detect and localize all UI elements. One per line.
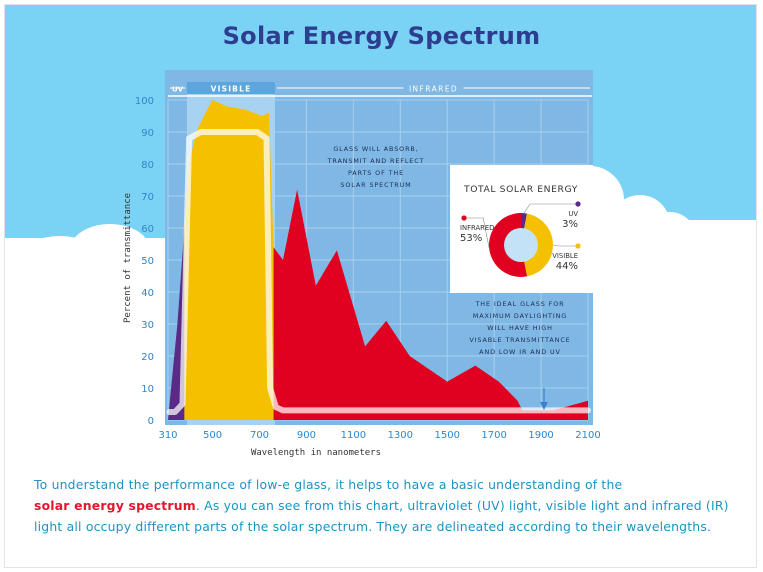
y-tick-6: 60 — [141, 224, 154, 235]
annotation-ideal-line-2: WILL HAVE HIGH — [487, 324, 553, 332]
y-axis-label: Percent of transmittance — [123, 193, 133, 323]
y-tick-10: 100 — [135, 96, 154, 107]
pie-dot-infrared — [461, 215, 467, 221]
x-tick-6: 1500 — [434, 430, 459, 441]
annotation-absorb-line-1: TRANSMIT AND REFLECT — [327, 157, 425, 165]
y-tick-1: 10 — [141, 384, 154, 395]
caption-text: To understand the performance of low-e g… — [34, 474, 749, 537]
band-label-uv: UV — [172, 86, 184, 94]
infrared-label-bg — [403, 83, 464, 93]
pie-value-uv: 3% — [562, 219, 578, 230]
pie-leader-infrared — [464, 217, 490, 249]
pie-leader-uv — [523, 203, 578, 214]
band-label-infrared: INFRARED — [409, 85, 458, 94]
y-tick-8: 80 — [141, 160, 154, 171]
x-tick-2: 700 — [250, 430, 269, 441]
y-tick-9: 90 — [141, 128, 154, 139]
area-series — [166, 100, 591, 420]
y-tick-5: 50 — [141, 256, 154, 267]
chart-annotations: GLASS WILL ABSORB, TRANSMIT AND REFLECT PA… — [327, 145, 570, 356]
x-tick-5: 1300 — [388, 430, 413, 441]
annotation-absorb-line-3: SOLAR SPECTRUM — [340, 181, 411, 189]
y-tick-4: 40 — [141, 288, 154, 299]
pie-title: TOTAL SOLAR ENERGY — [463, 184, 578, 195]
annotation-absorb-line-0: GLASS WILL ABSORB, — [333, 145, 418, 153]
page-title: Solar Energy Spectrum — [222, 22, 541, 50]
x-tick-7: 1700 — [481, 430, 506, 441]
x-tick-labels: 310 500 700 900 1100 1300 1500 1700 1900 2100 — [158, 430, 600, 441]
y-tick-3: 30 — [141, 320, 154, 331]
band-markers: UV VISIBLE INFRARED — [168, 82, 592, 97]
pie-center — [504, 228, 538, 262]
x-tick-9: 2100 — [575, 430, 600, 441]
band-label-visible: VISIBLE — [211, 85, 252, 94]
ideal-glass-line — [166, 129, 591, 415]
x-tick-1: 500 — [203, 430, 222, 441]
pie-label-infrared: INFRARED — [460, 224, 494, 232]
caption-part2: . As you can see from this chart, ultrav… — [34, 498, 729, 534]
x-tick-3: 900 — [297, 430, 316, 441]
caption-part1: To understand the performance of low-e g… — [34, 477, 623, 492]
annotation-ideal-line-3: VISABLE TRANSMITTANCE — [469, 336, 570, 344]
annotation-absorb-line-2: PARTS OF THE — [348, 169, 404, 177]
x-tick-8: 1900 — [528, 430, 553, 441]
pie-dot-visible — [575, 243, 581, 249]
x-tick-0: 310 — [158, 430, 177, 441]
y-tick-labels: 0 10 20 30 40 50 60 70 80 90 100 — [135, 96, 154, 427]
pie-value-infrared: 53% — [460, 233, 482, 244]
annotation-ideal-line-0: THE IDEAL GLASS FOR — [474, 300, 564, 308]
pie-label-visible: VISIBLE — [552, 252, 578, 260]
y-tick-0: 0 — [148, 416, 154, 427]
annotation-ideal-line-4: AND LOW IR AND UV — [479, 348, 561, 356]
x-tick-4: 1100 — [341, 430, 366, 441]
caption-highlight: solar energy spectrum — [34, 498, 196, 513]
pie-leader-visible — [552, 244, 578, 247]
y-tick-7: 70 — [141, 192, 154, 203]
pie-value-visible: 44% — [556, 261, 578, 272]
pie-dot-uv — [575, 201, 581, 207]
pie-label-uv: UV — [568, 210, 578, 218]
visible-area — [184, 100, 274, 420]
pie-chart — [489, 213, 554, 277]
annotation-ideal-line-1: MAXIMUM DAYLIGHTING — [473, 312, 567, 320]
x-axis-label: Wavelength in nanometers — [251, 448, 381, 458]
infrared-area — [273, 189, 588, 420]
visible-band-marker — [187, 82, 275, 94]
y-tick-2: 20 — [141, 352, 154, 363]
arrow-down-icon — [540, 402, 548, 410]
